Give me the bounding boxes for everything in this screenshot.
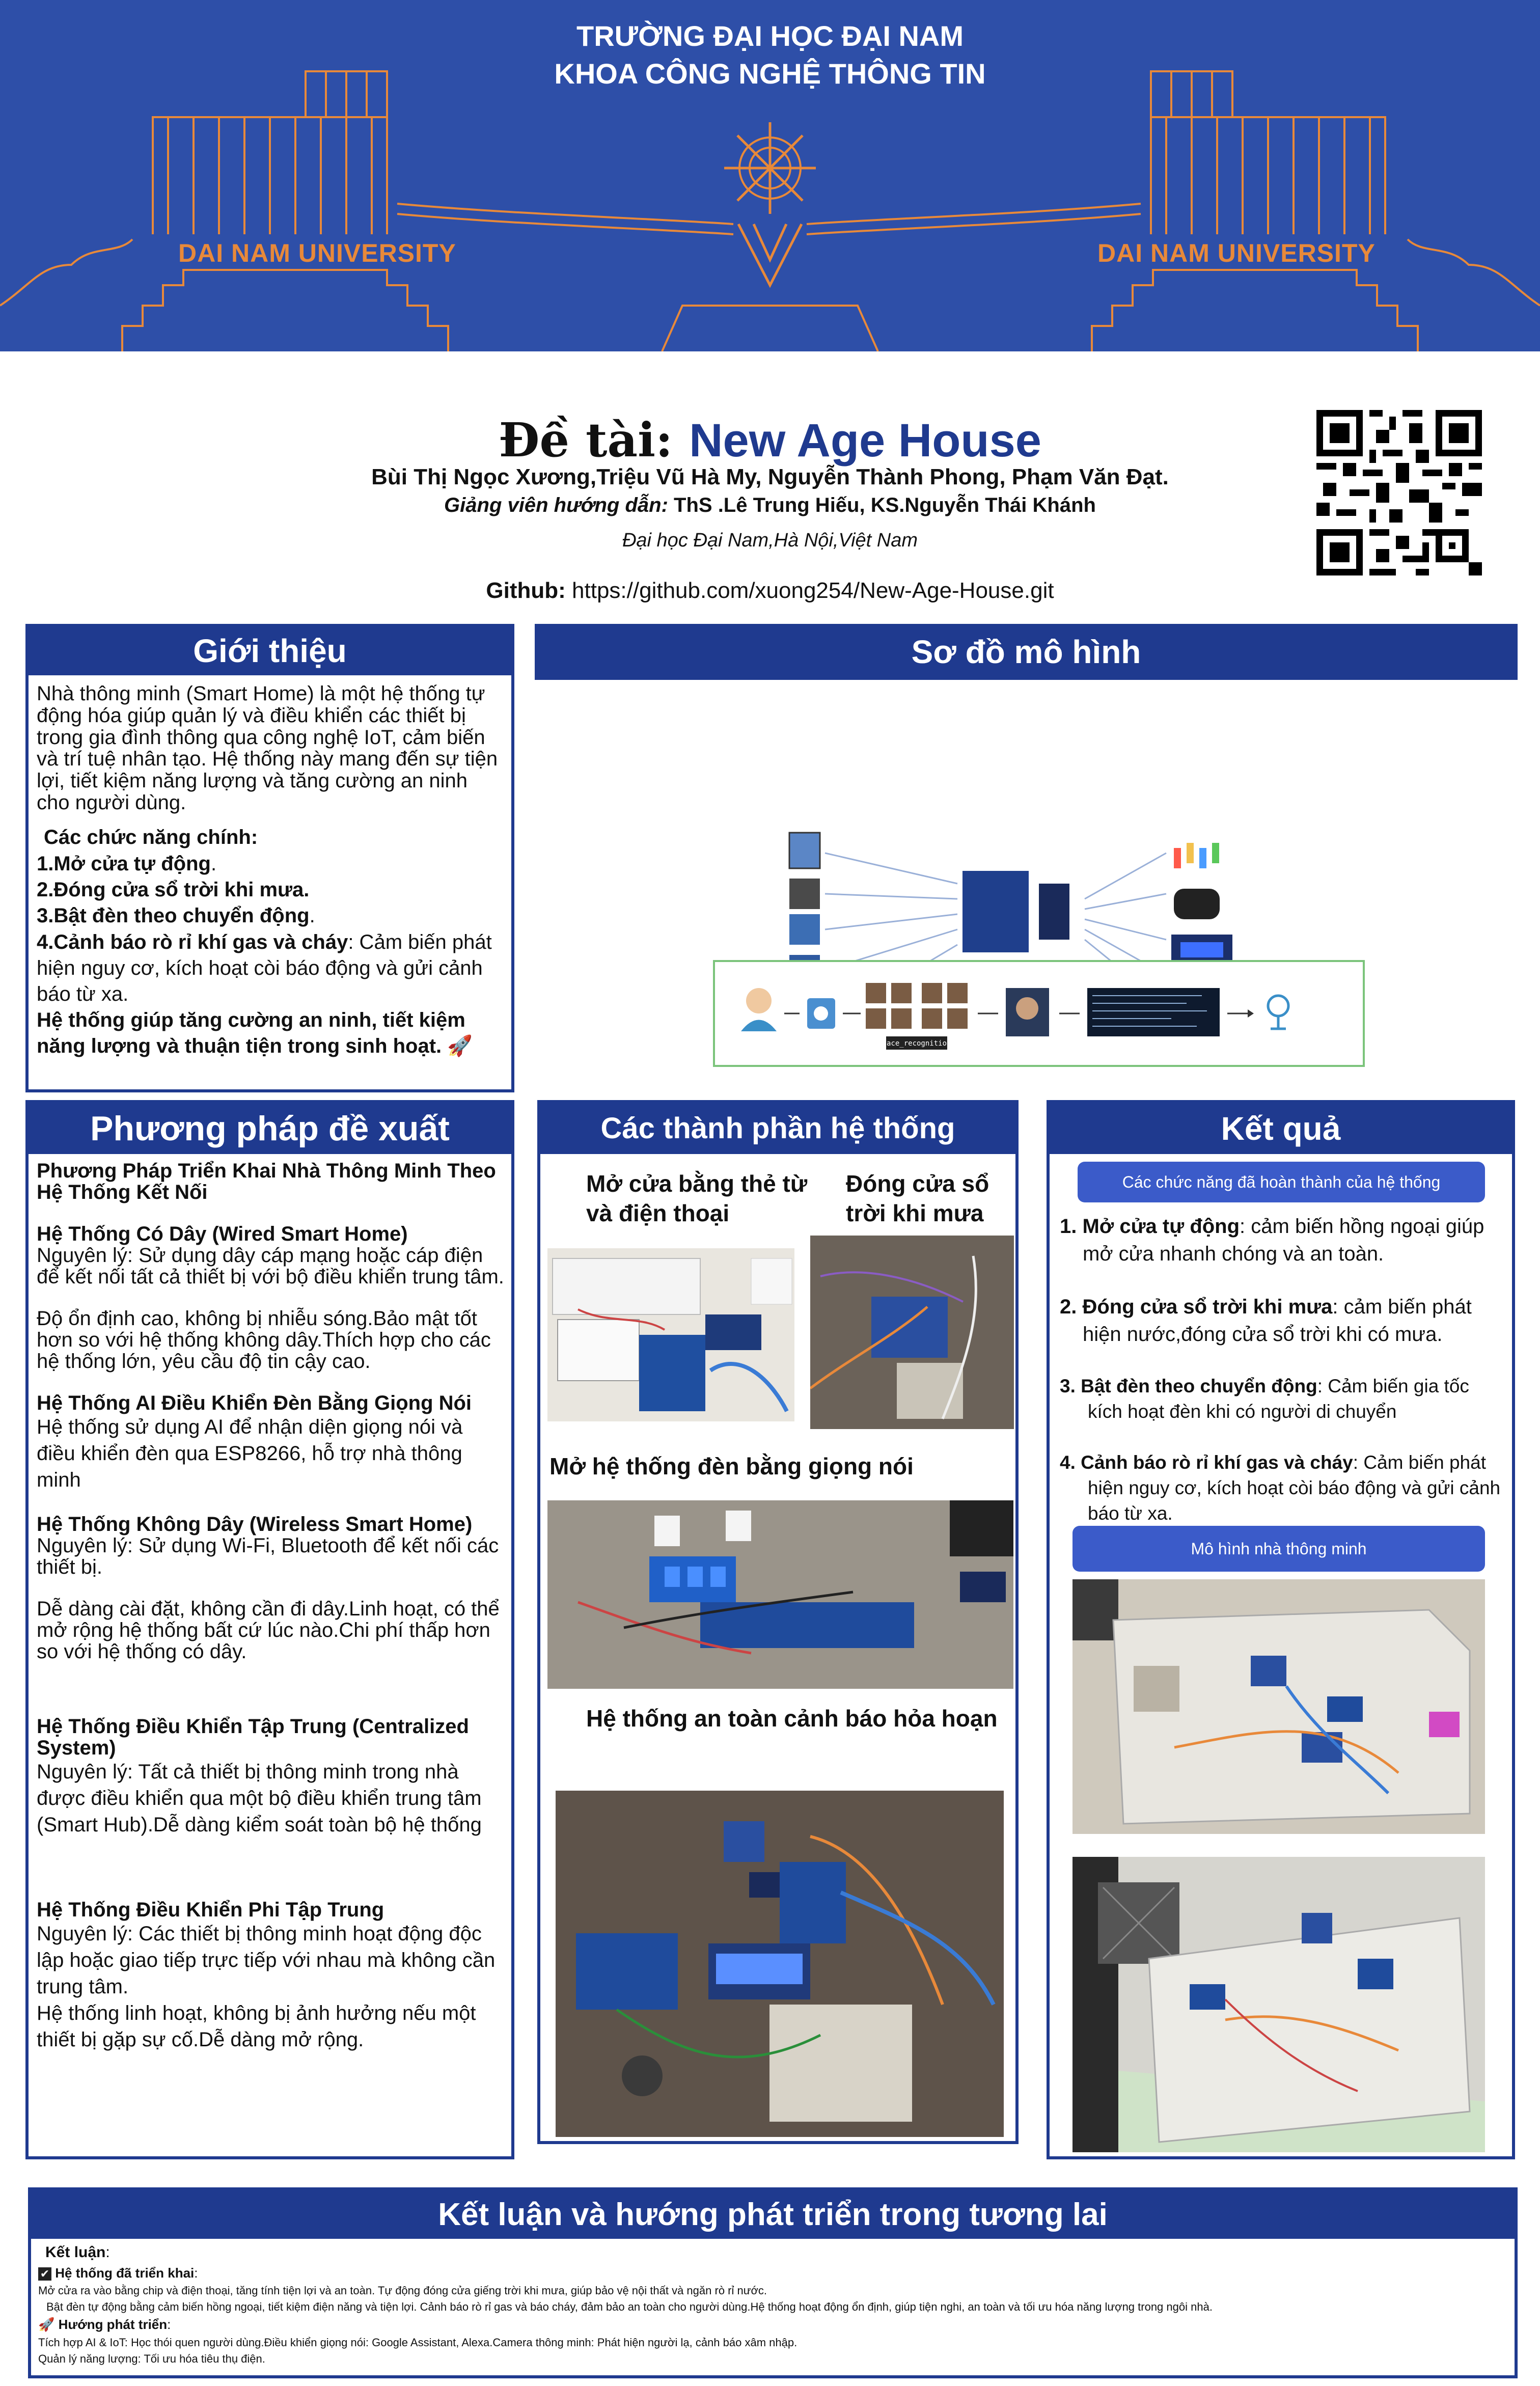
- method-section-5-title: Hệ Thống Điều Khiển Phi Tập Trung: [37, 1899, 384, 1921]
- development-label: Hướng phát triển: [58, 2316, 168, 2332]
- method-section-5-text: Nguyên lý: Các thiết bị thông minh hoạt …: [37, 1923, 496, 1998]
- method-header: Phương pháp đề xuất: [29, 1103, 511, 1154]
- photo-door-system: [547, 1248, 794, 1421]
- method-body: Phương Pháp Triển Khai Nhà Thông Minh Th…: [37, 1160, 505, 2053]
- advisor-label: Giảng viên hướng dẫn:: [444, 494, 668, 516]
- result-1-title: 1. Mở cửa tự động: [1060, 1215, 1240, 1238]
- github-line: Github: https://github.com/xuong254/New-…: [0, 578, 1540, 604]
- method-section-1-text-2: Độ ổn định cao, không bị nhiễu sóng.Bảo …: [37, 1307, 491, 1373]
- function-2: 2.Đóng cửa sổ trời khi mưa.: [37, 879, 310, 901]
- github-label: Github:: [486, 578, 566, 603]
- conclusion-line-4: Quản lý năng lượng: Tối ưu hóa tiêu thụ …: [38, 2352, 265, 2365]
- photo-voice-lights: [547, 1500, 1013, 1689]
- university-banner: TRƯỜNG ĐẠI HỌC ĐẠI NAM KHOA CÔNG NGHỆ TH…: [0, 0, 1540, 351]
- conclusion-line-2: Bật đèn tự động bằng cảm biến hồng ngoại…: [46, 2300, 1213, 2314]
- method-panel: Phương pháp đề xuất Phương Pháp Triển Kh…: [25, 1100, 514, 2159]
- result-1-text: : cảm biến hồng ngoại giúp mở cửa nhanh …: [1083, 1215, 1484, 1265]
- intro-paragraph: Nhà thông minh (Smart Home) là một hệ th…: [37, 682, 498, 814]
- method-section-1-title: Hệ Thống Có Dây (Wired Smart Home): [37, 1223, 408, 1245]
- method-section-3-text: Nguyên lý: Sử dụng Wi-Fi, Bluetooth để k…: [37, 1534, 499, 1578]
- university-location: Đại học Đại Nam,Hà Nội,Việt Nam: [622, 530, 918, 551]
- method-section-4-text: Nguyên lý: Tất cả thiết bị thông minh tr…: [37, 1761, 482, 1836]
- intro-panel: Giới thiệu Nhà thông minh (Smart Home) l…: [25, 624, 514, 1092]
- esp-board: [1039, 884, 1069, 940]
- component-1-caption: Mở cửa bằng thẻ từ và điện thoại: [586, 1170, 808, 1226]
- conclusion-panel: Kết luận và hướng phát triển trong tương…: [28, 2187, 1518, 2378]
- topic-label: Đề tài: [499, 413, 656, 468]
- sensor-module-1: [788, 832, 821, 869]
- arduino-board: [963, 871, 1029, 952]
- result-4-title: 4. Cảnh báo rò rỉ khí gas và cháy: [1060, 1451, 1353, 1473]
- check-icon: ✔: [38, 2267, 51, 2281]
- component-3-caption: Mở hệ thống đèn bằng giọng nói: [549, 1453, 914, 1479]
- function-1: 1.Mở cửa tự động: [37, 853, 211, 875]
- components-header: Các thành phần hệ thống: [540, 1103, 1015, 1154]
- project-title: Đề tài: New Age House: [499, 413, 1041, 468]
- method-section-2-text: Hệ thống sử dụng AI để nhận diện giọng n…: [37, 1416, 463, 1491]
- method-section-1-text: Nguyên lý: Sử dụng dây cáp mạng hoặc cáp…: [37, 1244, 504, 1288]
- result-2-text: : cảm biến phát hiện nước,đóng cửa sổ tr…: [1083, 1296, 1472, 1346]
- sensor-module-2: [789, 879, 820, 909]
- result-3-title: 3. Bật đèn theo chuyển động: [1060, 1376, 1317, 1396]
- photo-smart-home-model-1: [1072, 1579, 1485, 1834]
- face-recognition-label: face_recognition: [883, 1039, 951, 1048]
- buzzer-device: [1174, 889, 1220, 919]
- conclusion-header: Kết luận và hướng phát triển trong tương…: [31, 2190, 1515, 2239]
- function-4-title: 4.Cảnh báo rò rỉ khí gas và cháy: [37, 930, 348, 953]
- results-list: 1. Mở cửa tự động: cảm biến hồng ngoại g…: [1060, 1213, 1508, 1526]
- conclusion-line-3: Tích hợp AI & IoT: Học thói quen người d…: [38, 2336, 798, 2349]
- method-section-5-text-2: Hệ thống linh hoạt, không bị ảnh hưởng n…: [37, 2002, 476, 2051]
- topic-name: New Age House: [689, 415, 1041, 467]
- component-2-caption: Đóng cửa sổ trời khi mưa: [846, 1170, 989, 1226]
- method-section-4-title: Hệ Thống Điều Khiển Tập Trung (Centraliz…: [37, 1715, 469, 1759]
- photo-rain-window: [810, 1236, 1014, 1429]
- done-label: Hệ thống đã triển khai: [55, 2265, 195, 2281]
- conclusion-line-1: Mở cửa ra vào bằng chip và điện thoại, t…: [38, 2284, 767, 2297]
- advisor-names: ThS .Lê Trung Hiếu, KS.Nguyễn Thái Khánh: [674, 494, 1096, 516]
- method-heading: Phương Pháp Triển Khai Nhà Thông Minh Th…: [37, 1160, 496, 1203]
- method-section-2-title: Hệ Thống AI Điều Khiển Đèn Bằng Giọng Nó…: [37, 1392, 472, 1414]
- results-header: Kết quả: [1050, 1103, 1512, 1154]
- result-2-title: 2. Đóng cửa sổ trời khi mưa: [1060, 1296, 1333, 1318]
- result-4-text: : Cảm biến phát hiện nguy cơ, kích hoạt …: [1088, 1451, 1501, 1524]
- component-4-caption: Hệ thống an toàn cảnh báo hỏa hoạn: [586, 1705, 998, 1732]
- sensor-module-3: [789, 914, 820, 945]
- result-3-text: : Cảm biến gia tốc kích hoạt đèn khi có …: [1088, 1376, 1469, 1422]
- diagram-panel: Sơ đồ mô hình Cảm biến Bộ điều khiển tru…: [535, 624, 1518, 1092]
- intro-summary: Hệ thống giúp tăng cường an ninh, tiết k…: [37, 1009, 473, 1058]
- completed-functions-box: Các chức năng đã hoàn thành của hệ thống: [1078, 1162, 1485, 1202]
- diagram-header: Sơ đồ mô hình: [535, 624, 1518, 680]
- authors: Bùi Thị Ngọc Xương,Triệu Vũ Hà My, Nguyễ…: [371, 464, 1169, 489]
- function-4-text: : Cảm biến phát hiện nguy cơ, kích hoạt …: [37, 930, 492, 1005]
- github-link[interactable]: https://github.com/xuong254/New-Age-Hous…: [572, 578, 1054, 603]
- photo-smart-home-model-2: [1072, 1857, 1485, 2152]
- results-panel: Kết quả Các chức năng đã hoàn thành của …: [1047, 1100, 1515, 2159]
- method-section-3-text-2: Dễ dàng cài đặt, không cần đi dây.Linh h…: [37, 1598, 500, 1663]
- conclusion-body: Kết luận: ✔ Hệ thống đã triển khai: Mở c…: [38, 2241, 1510, 2367]
- functions-list: 1.Mở cửa tự động. 2.Đóng cửa sổ trời khi…: [37, 851, 505, 1060]
- function-3: 3.Bật đèn theo chuyển động: [37, 904, 310, 927]
- rocket-icon: 🚀: [38, 2316, 55, 2332]
- faculty-name: KHOA CÔNG NGHỆ THÔNG TIN: [554, 58, 986, 90]
- components-panel: Các thành phần hệ thống Mở cửa bằng thẻ …: [537, 1100, 1019, 2144]
- university-building-illustration: [0, 70, 1540, 351]
- qr-code-icon[interactable]: [1316, 410, 1482, 575]
- photo-fire-alarm: [556, 1791, 1004, 2137]
- university-logo-text-right: DAI NAM UNIVERSITY: [1097, 239, 1376, 267]
- school-name: TRƯỜNG ĐẠI HỌC ĐẠI NAM: [576, 20, 964, 52]
- advisor-line: Giảng viên hướng dẫn: ThS .Lê Trung Hiếu…: [0, 494, 1540, 517]
- conclusion-label: Kết luận: [45, 2244, 106, 2261]
- led-lights: [1174, 843, 1219, 868]
- intro-header: Giới thiệu: [29, 627, 511, 675]
- method-section-3-title: Hệ Thống Không Dây (Wireless Smart Home): [37, 1513, 473, 1535]
- face-recognition-flow: face_recognition: [713, 960, 1365, 1067]
- university-logo-text-left: DAI NAM UNIVERSITY: [178, 239, 456, 267]
- smart-home-model-box: Mô hình nhà thông minh: [1072, 1526, 1485, 1572]
- functions-title: Các chức năng chính:: [44, 826, 258, 848]
